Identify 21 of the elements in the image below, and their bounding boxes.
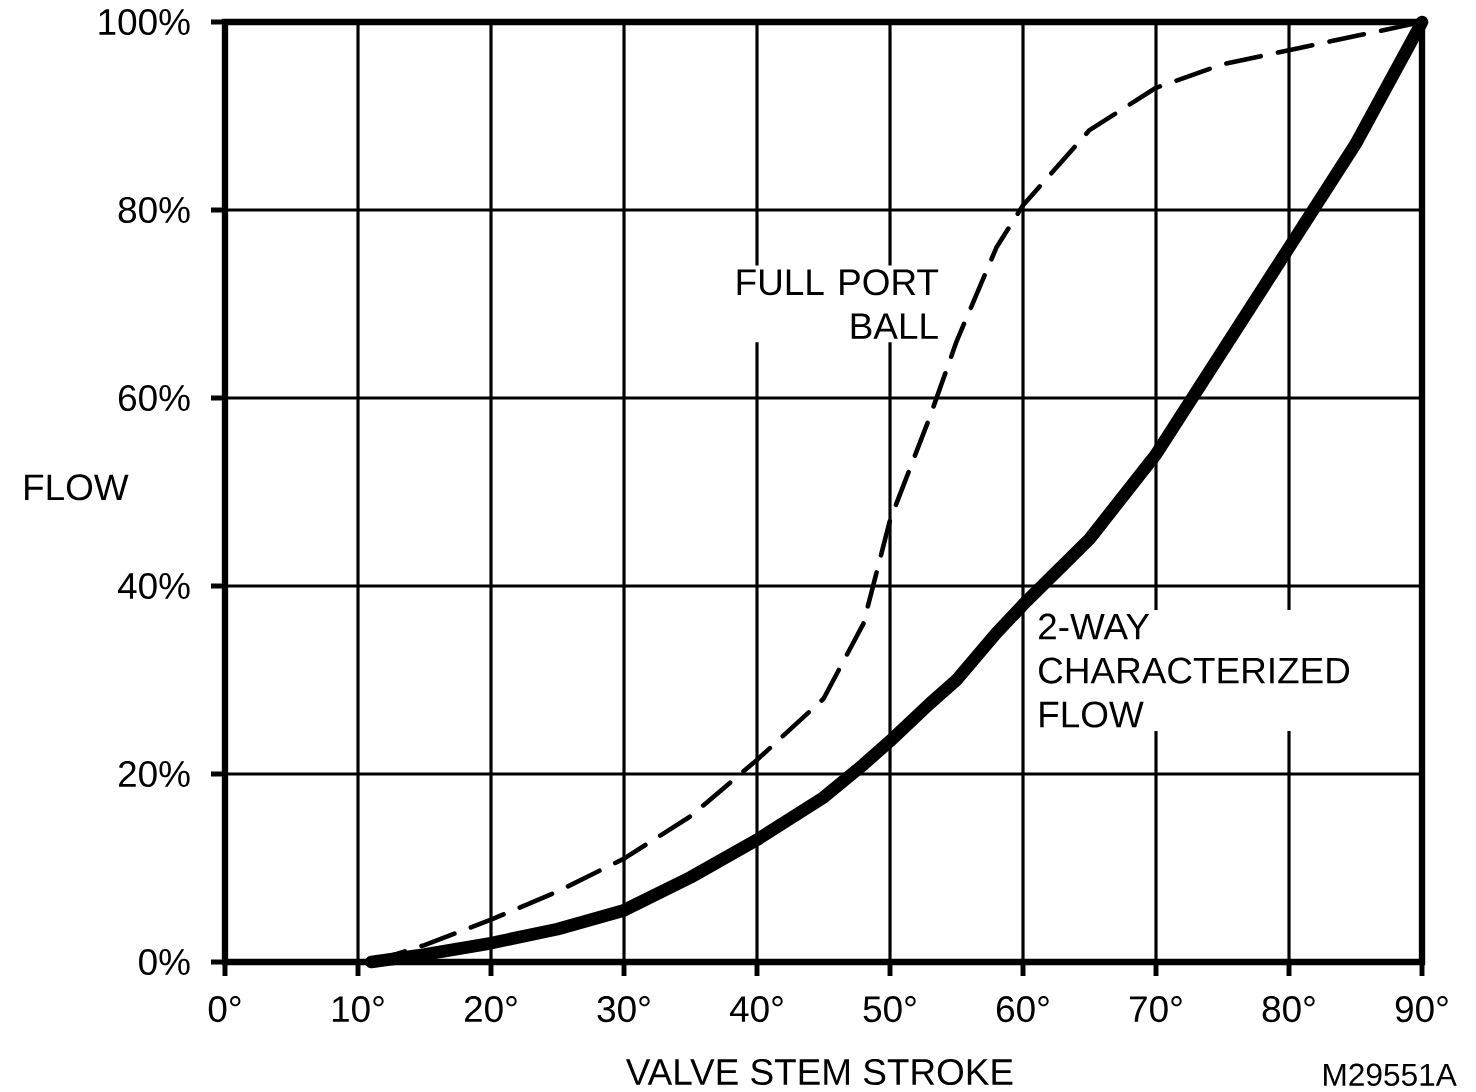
x-tick-label: 20° <box>464 996 517 1023</box>
x-axis-title: VALVE STEM STROKE <box>625 1058 1013 1086</box>
y-tick-label: 40% <box>117 572 190 600</box>
y-tick-label: 80% <box>118 196 190 224</box>
x-tick-label: 70° <box>1129 996 1182 1023</box>
x-tick-label: 80° <box>1262 996 1315 1023</box>
x-tick-label: 0° <box>208 996 241 1023</box>
series-label: 2-WAY CHARACTERIZED FLOW <box>1039 613 1350 728</box>
text: M29551A <box>1324 1063 1457 1086</box>
y-tick-label: 0% <box>139 948 190 976</box>
y-tick-label: 20% <box>118 760 190 788</box>
x-tick-label: 90° <box>1395 996 1448 1023</box>
x-tick-label: 40° <box>729 996 783 1023</box>
y-axis-title: FLOW <box>25 474 129 501</box>
y-tick-label: 60% <box>118 384 190 412</box>
x-tick-label: 10° <box>332 996 384 1023</box>
x-tick-label: 50° <box>863 996 916 1023</box>
x-tick-label: 30° <box>597 996 650 1023</box>
series-label: FULL PORT BALL <box>737 269 939 339</box>
y-tick-label: 100% <box>99 8 190 36</box>
x-tick-label: 60° <box>996 996 1049 1023</box>
